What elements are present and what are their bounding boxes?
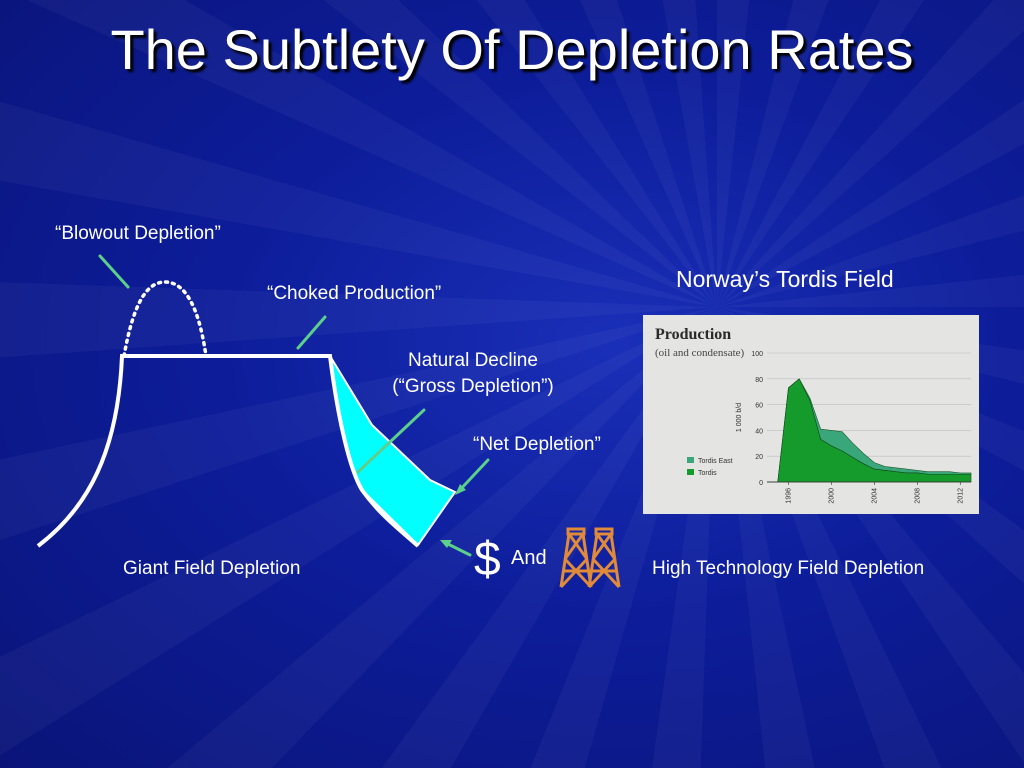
legend-label: Tordis bbox=[698, 470, 717, 477]
natural-decline-line1: Natural Decline bbox=[408, 350, 538, 371]
production-chart-svg: 0 20 40 60 80 100 1 000 b/d 1996 2000 2004 2008 201… bbox=[687, 351, 972, 504]
natural-decline-line2: (“Gross Depletion”) bbox=[392, 376, 554, 397]
series-area-tordis bbox=[767, 378, 972, 483]
x-tick-label: 2012 bbox=[957, 488, 964, 504]
chart-subtitle: (oil and condensate) bbox=[655, 347, 745, 359]
legend-swatch bbox=[687, 457, 694, 463]
blowout-dotted-curve bbox=[122, 280, 208, 358]
y-tick-label: 0 bbox=[759, 480, 763, 487]
and-label: And bbox=[511, 547, 547, 569]
net-depletion-arrow bbox=[456, 458, 490, 494]
y-tick-label: 80 bbox=[755, 377, 763, 384]
dollar-sign: $ bbox=[474, 533, 501, 586]
y-tick-label: 100 bbox=[751, 351, 763, 358]
tordis-production-chart: Production (oil and condensate) 0 20 40 60 8… bbox=[643, 315, 979, 514]
x-tick-label: 2008 bbox=[914, 488, 921, 504]
giant-field-curve bbox=[36, 354, 420, 548]
chart-title: Production bbox=[655, 326, 732, 343]
choked-arrow bbox=[296, 315, 327, 350]
x-tick-label: 2004 bbox=[871, 488, 878, 504]
dollar-arrowhead bbox=[440, 540, 452, 548]
giant-field-depletion-label: Giant Field Depletion bbox=[123, 558, 301, 579]
slide-title: The Subtlety Of Depletion Rates bbox=[110, 18, 914, 81]
natural-decline-label: Natural Decline (“Gross Depletion”) bbox=[370, 348, 576, 400]
oil-derrick-icon bbox=[559, 527, 621, 589]
natural-decline-arrow bbox=[356, 408, 426, 474]
net-depletion-arrowhead bbox=[455, 484, 466, 495]
y-tick-label: 40 bbox=[755, 428, 763, 435]
x-tick-label: 1996 bbox=[785, 488, 792, 504]
blowout-arrow bbox=[98, 254, 130, 289]
norway-tordis-label: Norway’s Tordis Field bbox=[676, 266, 894, 292]
legend-swatch bbox=[687, 469, 694, 475]
x-tick-label: 2000 bbox=[828, 488, 835, 504]
y-axis-label: 1 000 b/d bbox=[736, 403, 743, 432]
legend-label: Tordis East bbox=[698, 458, 733, 465]
net-depletion-label: “Net Depletion” bbox=[473, 434, 601, 455]
blowout-depletion-label: “Blowout Depletion” bbox=[55, 223, 221, 244]
choked-production-label: “Choked Production” bbox=[267, 283, 442, 304]
high-technology-field-label: High Technology Field Depletion bbox=[652, 558, 925, 579]
y-tick-label: 60 bbox=[755, 403, 763, 410]
y-tick-label: 20 bbox=[755, 454, 763, 461]
